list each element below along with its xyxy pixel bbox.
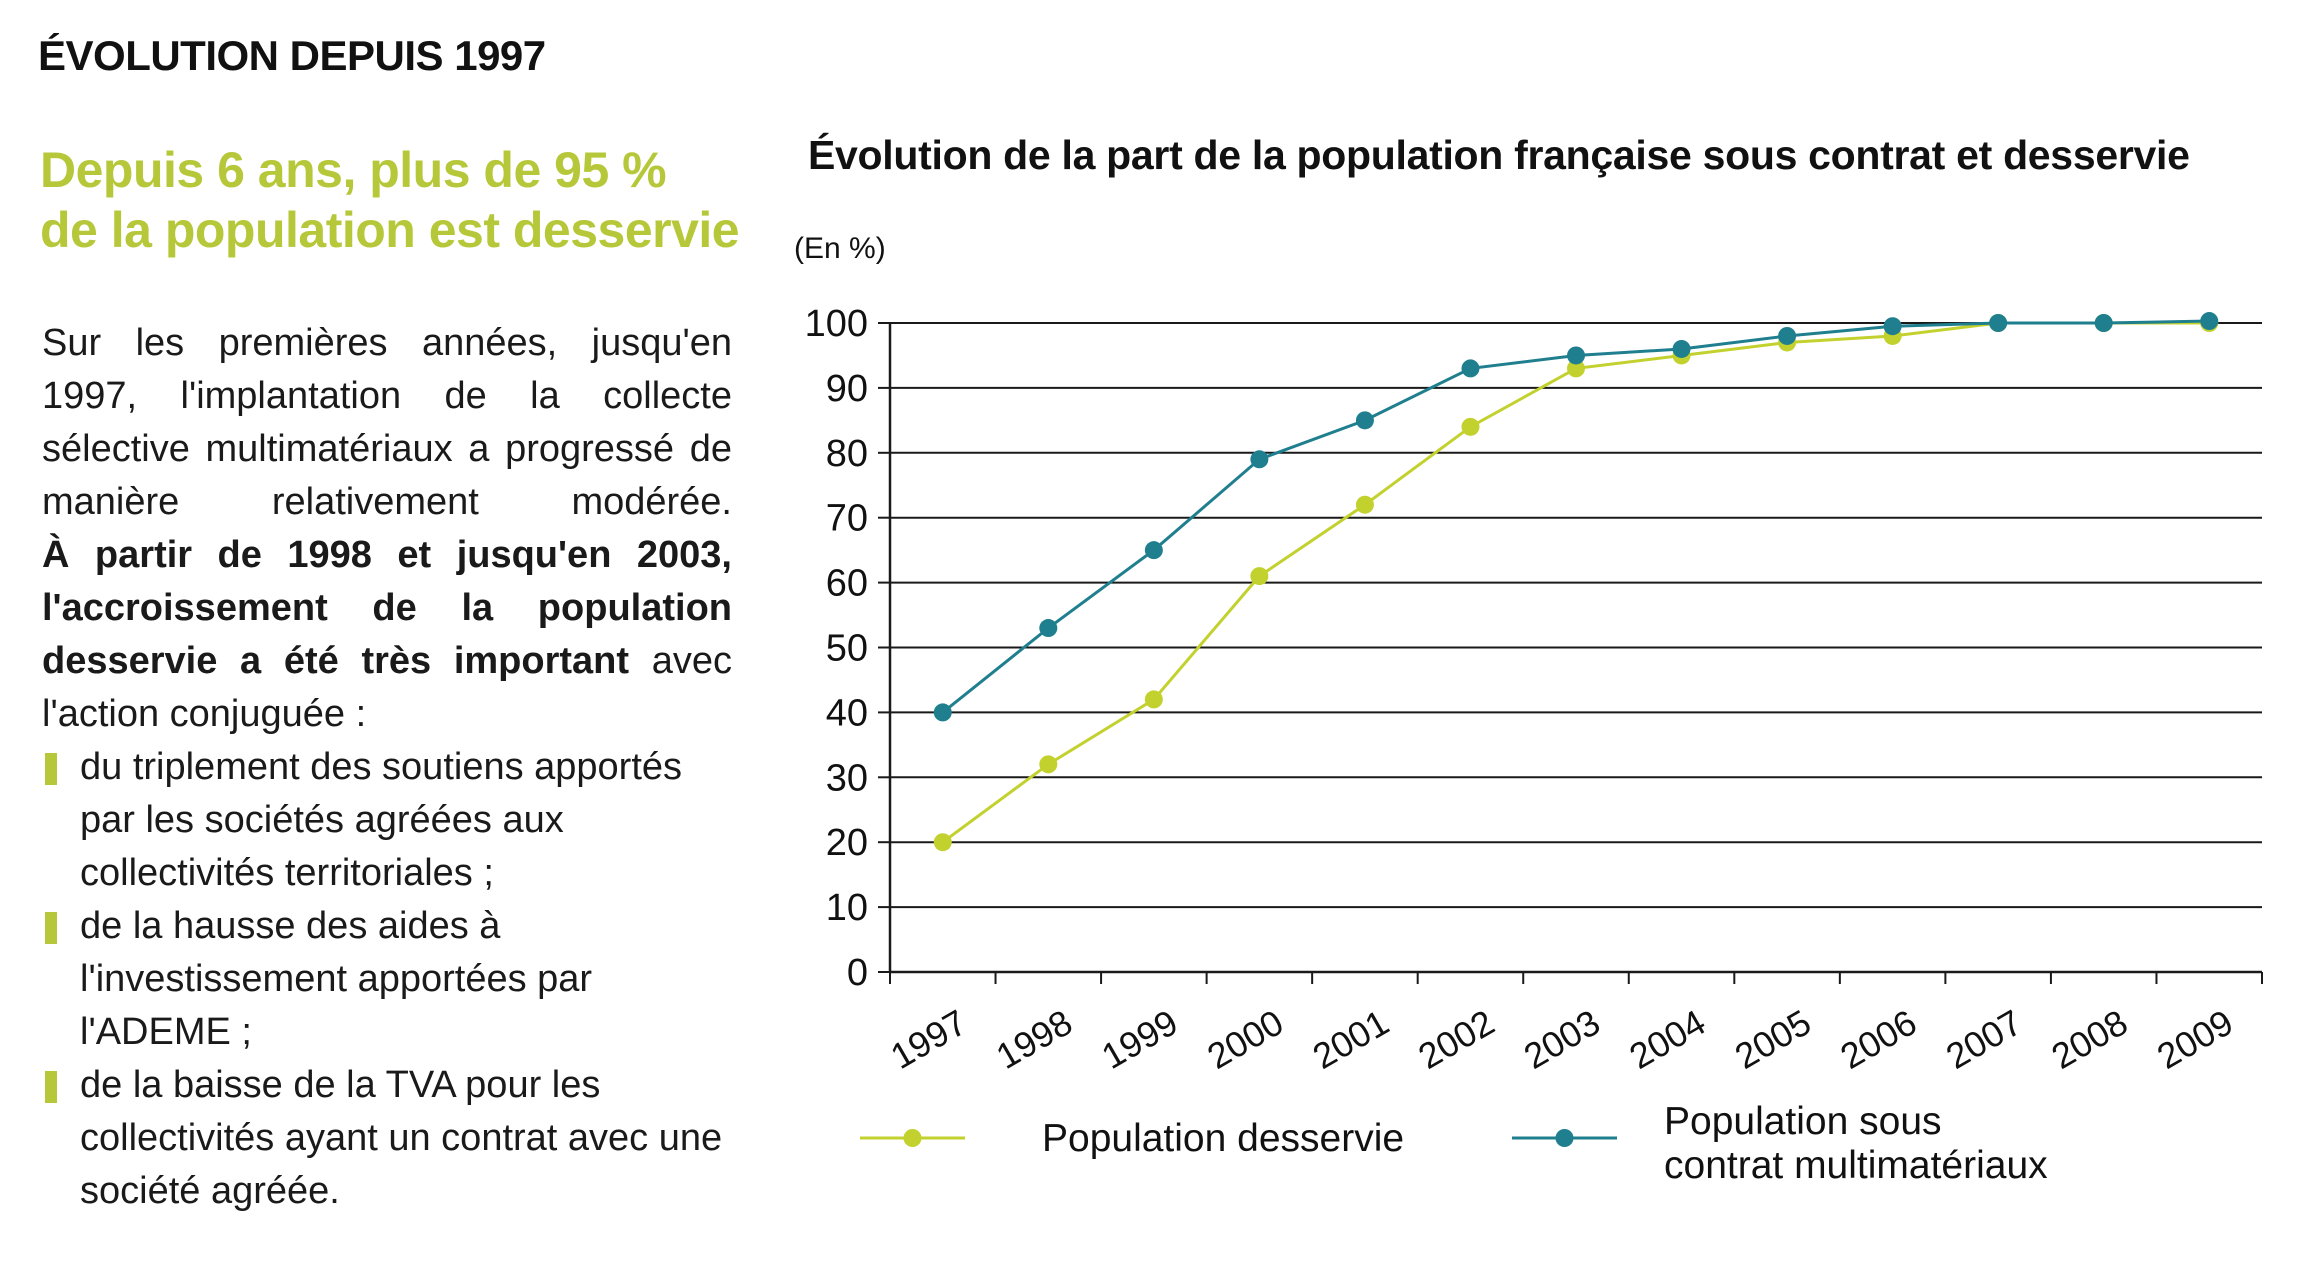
y-tick-label: 90 bbox=[826, 368, 868, 410]
data-point bbox=[1989, 314, 2008, 332]
y-axis-label: (En %) bbox=[794, 232, 886, 265]
bullet-text: de la hausse des aides à l'investissemen… bbox=[80, 905, 593, 1053]
data-point bbox=[2094, 314, 2113, 332]
series-1 bbox=[933, 312, 2219, 722]
x-tick-labels: 1997 1998 1999 2000 2001 2002 2003 2004 2005 2006… bbox=[884, 1001, 2240, 1077]
data-point bbox=[1144, 690, 1163, 709]
bullet-text: de la baisse de la TVA pour les collecti… bbox=[80, 1064, 723, 1212]
bullet-marker-icon bbox=[45, 912, 57, 944]
series-layer bbox=[933, 312, 2219, 852]
data-point bbox=[1461, 359, 1480, 378]
legend: Population desservie Population souscontr… bbox=[860, 1100, 2048, 1187]
y-tick-label: 80 bbox=[826, 433, 868, 475]
x-tick-label: 1997 bbox=[884, 1001, 974, 1077]
y-tick-label: 0 bbox=[847, 952, 868, 994]
bullet-item: de la hausse des aides à l'investissemen… bbox=[42, 900, 732, 1059]
data-point bbox=[1778, 326, 1797, 345]
bullet-marker-icon bbox=[45, 753, 57, 785]
data-point bbox=[1250, 567, 1269, 586]
chart-title: Évolution de la part de la population fr… bbox=[808, 132, 2190, 178]
bullet-text: du triplement des soutiens apportés par … bbox=[80, 746, 683, 894]
line-chart: (En %) 0 10 20 30 40 50 60 70 80 90 100 1997 1998 19… bbox=[794, 232, 2263, 1187]
headline: Depuis 6 ans, plus de 95 % de la populat… bbox=[40, 140, 760, 260]
data-point bbox=[1144, 541, 1163, 560]
data-point bbox=[1461, 417, 1480, 436]
x-tick-label: 2003 bbox=[1517, 1001, 1607, 1077]
legend-item: Population desservie bbox=[860, 1117, 1404, 1160]
paragraph-main-rest: avec l'action conjuguée : bbox=[42, 640, 732, 735]
body-text: Sur les premières années, jusqu'en 1997,… bbox=[42, 317, 732, 1218]
y-tick-label: 20 bbox=[826, 822, 868, 864]
x-tick-label: 2006 bbox=[1833, 1001, 1923, 1077]
y-tick-label: 40 bbox=[826, 692, 868, 734]
x-tick-label: 2008 bbox=[2045, 1001, 2135, 1077]
x-tick-label: 1998 bbox=[989, 1001, 1079, 1077]
legend-label: Population sous bbox=[1664, 1100, 1942, 1143]
data-point bbox=[1567, 359, 1585, 378]
section-title: ÉVOLUTION DEPUIS 1997 bbox=[38, 32, 546, 79]
data-point bbox=[1039, 755, 1058, 774]
y-tick-label: 100 bbox=[805, 303, 868, 345]
paragraph-intro: Sur les premières années, jusqu'en 1997,… bbox=[42, 322, 732, 523]
data-point bbox=[1355, 411, 1374, 430]
data-point bbox=[1250, 450, 1269, 469]
headline-line-2: de la population est desservie bbox=[40, 202, 740, 258]
data-point bbox=[1567, 346, 1585, 365]
x-tick-label: 2004 bbox=[1622, 1001, 1712, 1077]
bullet-marker-icon bbox=[45, 1071, 57, 1103]
data-point bbox=[933, 703, 952, 722]
y-tick-label: 60 bbox=[826, 563, 868, 605]
data-point bbox=[933, 833, 952, 852]
y-tick-label: 70 bbox=[826, 498, 868, 540]
x-tick-label: 2000 bbox=[1200, 1001, 1290, 1077]
grid-lines bbox=[878, 322, 2262, 973]
x-tick-label: 2002 bbox=[1411, 1001, 1501, 1077]
legend-label: contrat multimatériaux bbox=[1664, 1144, 2048, 1187]
bullet-item: du triplement des soutiens apportés par … bbox=[42, 741, 732, 900]
legend-label: Population desservie bbox=[1042, 1117, 1404, 1160]
y-tick-labels: 0 10 20 30 40 50 60 70 80 90 100 bbox=[805, 303, 868, 994]
data-point bbox=[1355, 495, 1374, 514]
paragraph-main: À partir de 1998 et jusqu'en 2003, l'acc… bbox=[42, 529, 732, 741]
bullet-item: de la baisse de la TVA pour les collecti… bbox=[42, 1059, 732, 1218]
paragraph-main-bold: À partir de 1998 et jusqu'en 2003, l'acc… bbox=[42, 534, 732, 682]
data-point bbox=[2200, 312, 2219, 331]
x-tick-label: 2005 bbox=[1728, 1001, 1818, 1077]
x-tick-label: 2009 bbox=[2150, 1001, 2240, 1077]
x-axis bbox=[888, 323, 2263, 984]
legend-swatch-marker bbox=[1555, 1129, 1574, 1147]
x-tick-label: 2007 bbox=[1939, 1001, 2029, 1077]
bullet-list: du triplement des soutiens apportés par … bbox=[42, 741, 732, 1218]
x-tick-label: 2001 bbox=[1306, 1001, 1396, 1077]
data-point bbox=[1883, 317, 1902, 336]
x-tick-label: 1999 bbox=[1095, 1001, 1185, 1077]
headline-line-1: Depuis 6 ans, plus de 95 % bbox=[40, 142, 667, 198]
data-point bbox=[1039, 619, 1058, 638]
legend-swatch-marker bbox=[903, 1129, 922, 1147]
y-tick-label: 50 bbox=[826, 628, 868, 670]
y-tick-label: 10 bbox=[826, 887, 868, 929]
y-tick-label: 30 bbox=[826, 757, 868, 799]
data-point bbox=[1672, 339, 1691, 358]
chart-panel: Évolution de la part de la population fr… bbox=[760, 120, 2306, 1240]
